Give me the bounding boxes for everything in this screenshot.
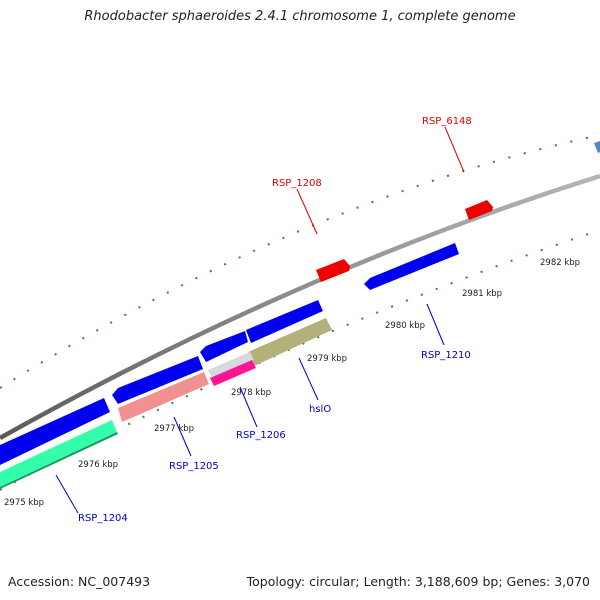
tick-label-2982: 2982 kbp	[540, 258, 580, 268]
tick-label-2980: 2980 kbp	[385, 321, 425, 331]
leader-rsp-1206	[239, 386, 258, 428]
genome-backbone	[0, 173, 600, 440]
label-hslo[interactable]: hslO	[309, 404, 331, 415]
feature-rsp-1206-top[interactable]	[208, 352, 254, 378]
label-rsp-1205[interactable]: RSP_1205	[169, 461, 219, 472]
tick-label-2977: 2977 kbp	[154, 424, 194, 434]
tick-label-2979: 2979 kbp	[307, 354, 347, 364]
topology-text: Topology: circular; Length: 3,188,609 bp…	[246, 574, 590, 589]
feature-rsp-1204-shadow	[0, 432, 118, 489]
map-title: Rhodobacter sphaeroides 2.4.1 chromosome…	[84, 9, 516, 24]
leader-rsp-1210	[426, 303, 445, 346]
leader-hslo	[298, 357, 319, 401]
leader-rsp-6148	[444, 126, 465, 173]
feature-cds-blue-4[interactable]	[246, 300, 323, 343]
tick-label-2976: 2976 kbp	[78, 460, 118, 470]
label-rsp-1210[interactable]: RSP_1210	[421, 350, 471, 361]
feature-rsp-1208[interactable]	[316, 259, 350, 282]
feature-rsp-1204[interactable]	[0, 420, 117, 487]
label-rsp-1206[interactable]: RSP_1206	[236, 430, 286, 441]
feature-rsp-6148[interactable]	[465, 200, 493, 220]
feature-hslo[interactable]	[248, 318, 332, 366]
feature-cds-blue-2[interactable]	[112, 356, 203, 404]
leader-rsp-1208	[296, 188, 318, 235]
label-rsp-1208[interactable]: RSP_1208	[272, 178, 322, 189]
feature-rsp-1206[interactable]	[210, 360, 256, 386]
tick-label-2978: 2978 kbp	[231, 388, 271, 398]
tick-label-2975: 2975 kbp	[4, 498, 44, 508]
leader-rsp-1204	[55, 474, 79, 514]
feature-cds-blue-3[interactable]	[200, 331, 248, 362]
label-rsp-6148[interactable]: RSP_6148	[422, 116, 472, 127]
feature-cds-blue-1[interactable]	[0, 398, 110, 465]
leader-rsp-1205	[173, 416, 192, 457]
feature-rsp-1210[interactable]	[364, 243, 459, 290]
label-rsp-1204[interactable]: RSP_1204	[78, 513, 128, 524]
feature-edge-partial	[594, 141, 600, 153]
forward-dotted-track	[0, 134, 600, 389]
accession-text: Accession: NC_007493	[8, 574, 151, 589]
tick-label-2981: 2981 kbp	[462, 289, 502, 299]
feature-rsp-1205[interactable]	[118, 372, 209, 422]
